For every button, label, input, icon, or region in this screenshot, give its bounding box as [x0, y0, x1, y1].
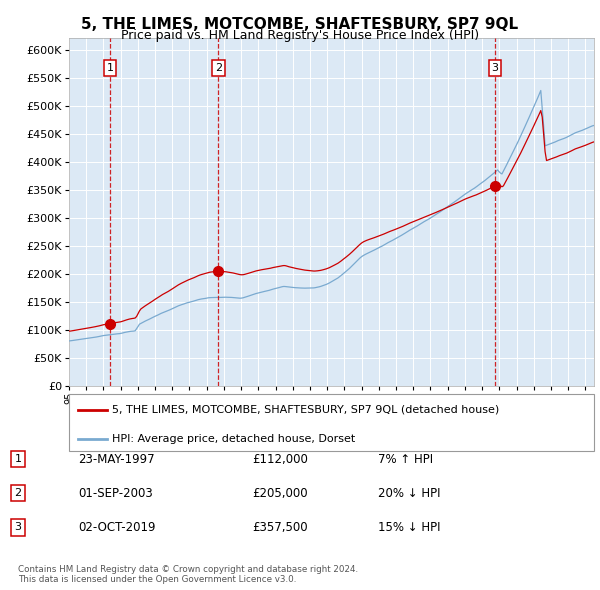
Text: 1: 1 [107, 63, 113, 73]
Text: 3: 3 [491, 63, 499, 73]
Text: 7% ↑ HPI: 7% ↑ HPI [378, 453, 433, 466]
Text: Price paid vs. HM Land Registry's House Price Index (HPI): Price paid vs. HM Land Registry's House … [121, 30, 479, 42]
Text: 1: 1 [14, 454, 22, 464]
Text: 20% ↓ HPI: 20% ↓ HPI [378, 487, 440, 500]
Text: 15% ↓ HPI: 15% ↓ HPI [378, 521, 440, 534]
Text: HPI: Average price, detached house, Dorset: HPI: Average price, detached house, Dors… [112, 434, 355, 444]
Text: £112,000: £112,000 [252, 453, 308, 466]
Text: 23-MAY-1997: 23-MAY-1997 [78, 453, 155, 466]
Text: 01-SEP-2003: 01-SEP-2003 [78, 487, 153, 500]
Text: £205,000: £205,000 [252, 487, 308, 500]
Text: Contains HM Land Registry data © Crown copyright and database right 2024.
This d: Contains HM Land Registry data © Crown c… [18, 565, 358, 584]
Text: £357,500: £357,500 [252, 521, 308, 534]
Text: 5, THE LIMES, MOTCOMBE, SHAFTESBURY, SP7 9QL (detached house): 5, THE LIMES, MOTCOMBE, SHAFTESBURY, SP7… [112, 405, 499, 415]
Text: 2: 2 [215, 63, 222, 73]
Text: 3: 3 [14, 523, 22, 532]
FancyBboxPatch shape [69, 394, 594, 451]
Text: 02-OCT-2019: 02-OCT-2019 [78, 521, 155, 534]
Text: 5, THE LIMES, MOTCOMBE, SHAFTESBURY, SP7 9QL: 5, THE LIMES, MOTCOMBE, SHAFTESBURY, SP7… [82, 17, 518, 31]
Text: 2: 2 [14, 489, 22, 498]
